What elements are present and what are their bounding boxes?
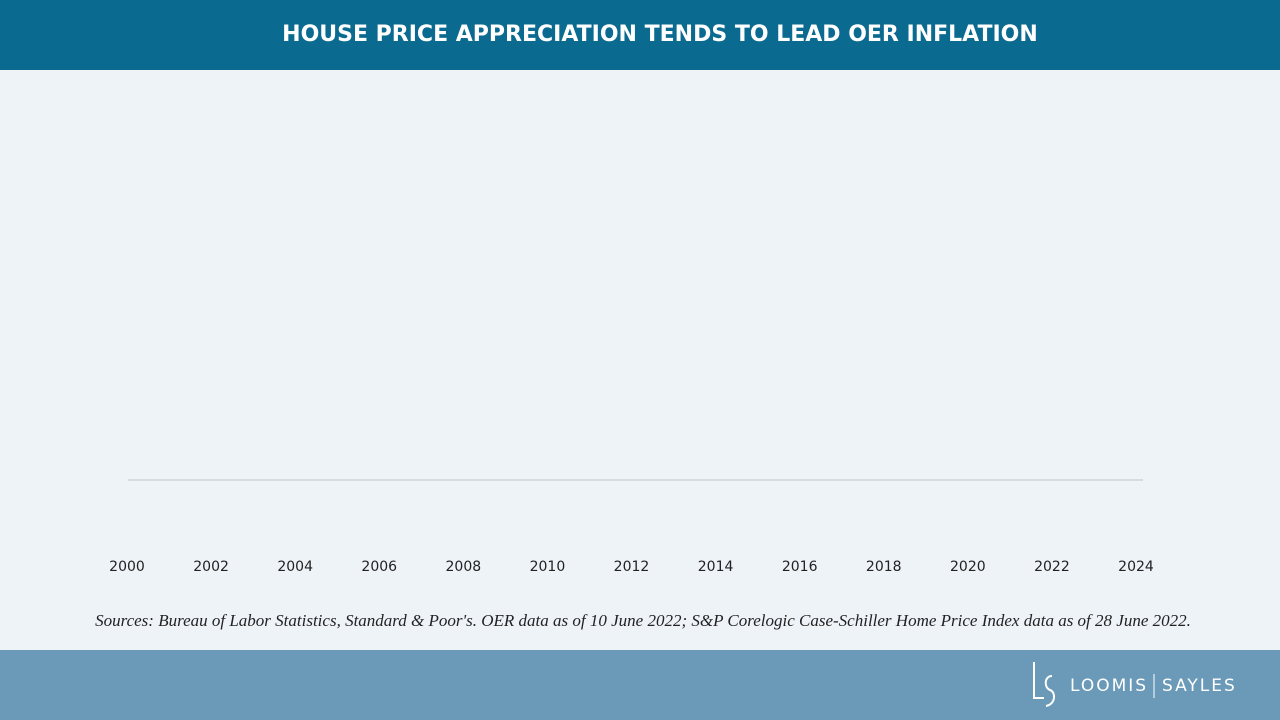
x-axis: 2000 2002 2004 2006 2008 2010 2012 2014 2016 2018… xyxy=(109,559,1154,575)
x-tick-label: 2024 xyxy=(1118,559,1154,575)
x-tick-label: 2018 xyxy=(866,559,902,575)
x-tick-label: 2006 xyxy=(361,559,397,575)
logo-mark xyxy=(1044,675,1056,707)
logo-mark xyxy=(1033,662,1044,699)
chart-title: HOUSE PRICE APPRECIATION TENDS TO LEAD O… xyxy=(282,22,1038,47)
logo: LOOMIS SAYLES xyxy=(1033,662,1237,707)
source-note: Sources: Bureau of Labor Statistics, Sta… xyxy=(95,611,1191,630)
x-tick-label: 2022 xyxy=(1034,559,1070,575)
x-tick-label: 2012 xyxy=(614,559,650,575)
x-tick-label: 2020 xyxy=(950,559,986,575)
header-bar xyxy=(0,0,1280,70)
x-tick-label: 2000 xyxy=(109,559,145,575)
logo-text: SAYLES xyxy=(1162,676,1237,696)
x-tick-label: 2014 xyxy=(698,559,734,575)
x-tick-label: 2008 xyxy=(446,559,482,575)
logo-text: LOOMIS xyxy=(1070,676,1148,696)
x-tick-label: 2016 xyxy=(782,559,818,575)
x-tick-label: 2004 xyxy=(277,559,313,575)
footer-bar xyxy=(0,650,1280,720)
x-tick-label: 2002 xyxy=(193,559,229,575)
x-tick-label: 2010 xyxy=(530,559,566,575)
